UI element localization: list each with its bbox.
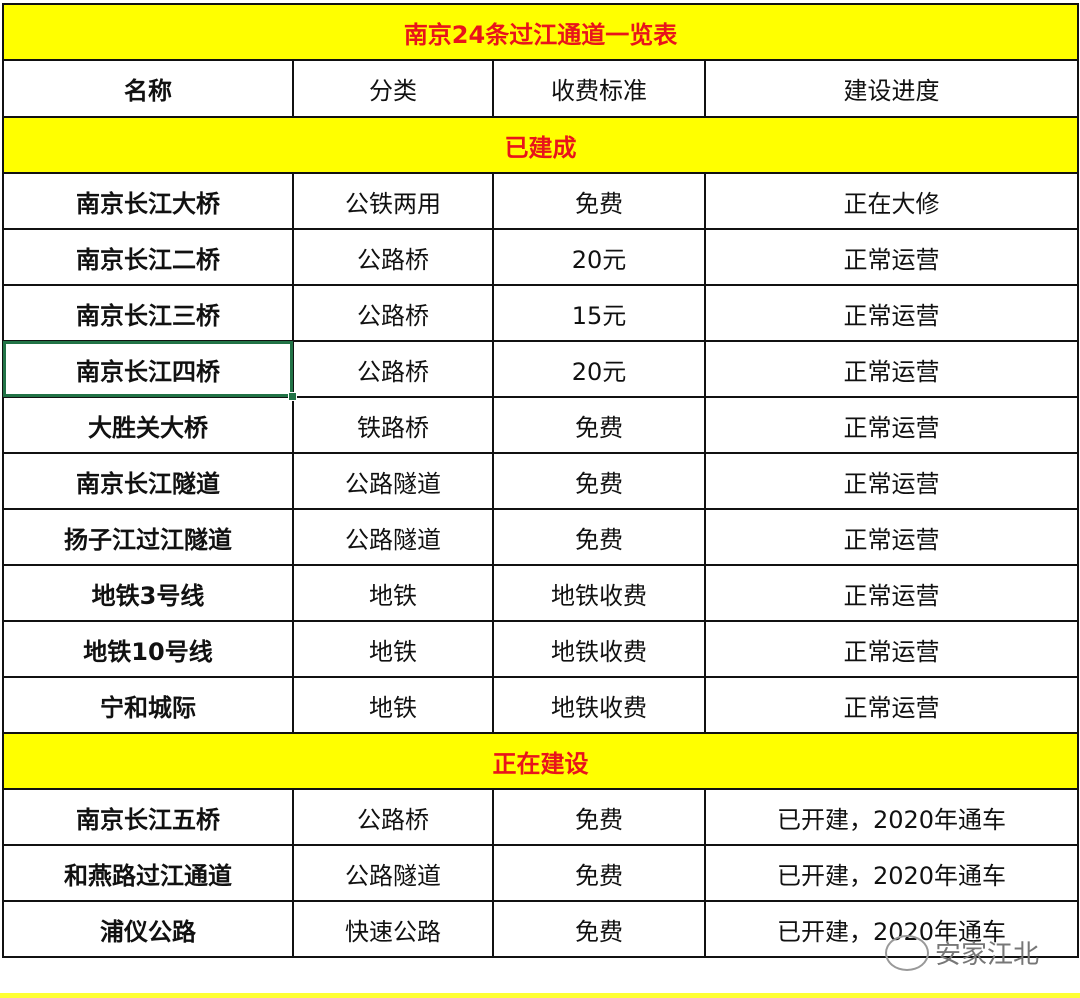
cell-fee[interactable]: 免费 xyxy=(492,396,706,454)
table-row: 南京长江四桥 公路桥 20元 正常运营 xyxy=(2,340,1080,401)
header-progress[interactable]: 建设进度 xyxy=(703,59,1080,118)
cell-fee[interactable]: 免费 xyxy=(492,844,706,902)
cell-progress[interactable]: 正常运营 xyxy=(703,396,1080,454)
cell-fee[interactable]: 地铁收费 xyxy=(492,620,706,678)
cell-name[interactable]: 地铁3号线 xyxy=(2,564,294,622)
cell-fee[interactable]: 地铁收费 xyxy=(492,564,706,622)
cell-progress[interactable]: 正常运营 xyxy=(703,340,1080,398)
cell-name[interactable]: 南京长江三桥 xyxy=(2,284,294,342)
cell-progress[interactable]: 正常运营 xyxy=(703,676,1080,734)
cell-fee[interactable]: 免费 xyxy=(492,508,706,566)
header-row: 名称 分类 收费标准 建设进度 xyxy=(2,59,1080,118)
cell-name[interactable]: 南京长江隧道 xyxy=(2,452,294,510)
cell-category[interactable]: 公路隧道 xyxy=(292,508,494,566)
table-row: 地铁10号线 地铁 地铁收费 正常运营 xyxy=(2,620,1080,678)
watermark: 安家江北 xyxy=(885,934,1039,971)
fill-handle[interactable] xyxy=(288,392,297,401)
cell-fee[interactable]: 免费 xyxy=(492,172,706,230)
cell-name[interactable]: 地铁10号线 xyxy=(2,620,294,678)
cell-fee[interactable]: 免费 xyxy=(492,788,706,846)
cell-progress[interactable]: 正常运营 xyxy=(703,564,1080,622)
cell-name[interactable]: 南京长江五桥 xyxy=(2,788,294,846)
cell-category[interactable]: 快速公路 xyxy=(292,900,494,958)
cell-category[interactable]: 地铁 xyxy=(292,676,494,734)
table-title: 南京24条过江通道一览表 xyxy=(1,3,1080,61)
section-label: 正在建设 xyxy=(1,732,1080,790)
table-row: 南京长江五桥 公路桥 免费 已开建，2020年通车 xyxy=(2,788,1080,846)
next-row-strip xyxy=(0,993,1080,998)
cell-progress[interactable]: 正常运营 xyxy=(703,284,1080,342)
table-row: 南京长江大桥 公铁两用 免费 正在大修 xyxy=(2,172,1080,230)
cell-name-selected[interactable]: 南京长江四桥 xyxy=(2,340,297,401)
cell-fee[interactable]: 免费 xyxy=(492,900,706,958)
cell-text: 南京长江四桥 xyxy=(76,357,220,386)
table-row: 大胜关大桥 铁路桥 免费 正常运营 xyxy=(2,396,1080,454)
cell-fee[interactable]: 20元 xyxy=(492,340,706,398)
cell-name[interactable]: 大胜关大桥 xyxy=(2,396,294,454)
cell-category[interactable]: 公路桥 xyxy=(292,284,494,342)
cell-name[interactable]: 南京长江大桥 xyxy=(2,172,294,230)
cell-progress[interactable]: 正常运营 xyxy=(703,452,1080,510)
cell-category[interactable]: 公铁两用 xyxy=(292,172,494,230)
cell-name[interactable]: 南京长江二桥 xyxy=(2,228,294,286)
crossings-table: 南京24条过江通道一览表 名称 分类 收费标准 建设进度 已建成 南京长江大桥 公铁… xyxy=(1,3,1080,958)
cell-progress[interactable]: 已开建，2020年通车 xyxy=(703,844,1080,902)
cell-category[interactable]: 地铁 xyxy=(292,564,494,622)
table-row: 宁和城际 地铁 地铁收费 正常运营 xyxy=(2,676,1080,734)
table-row: 南京长江二桥 公路桥 20元 正常运营 xyxy=(2,228,1080,286)
cell-category[interactable]: 公路桥 xyxy=(292,788,494,846)
cell-progress[interactable]: 正在大修 xyxy=(703,172,1080,230)
cell-progress[interactable]: 正常运营 xyxy=(703,620,1080,678)
cell-fee[interactable]: 15元 xyxy=(492,284,706,342)
cell-progress[interactable]: 正常运营 xyxy=(703,228,1080,286)
cell-name[interactable]: 扬子江过江隧道 xyxy=(2,508,294,566)
cell-progress[interactable]: 已开建，2020年通车 xyxy=(703,788,1080,846)
cell-category[interactable]: 公路隧道 xyxy=(292,452,494,510)
cell-category[interactable]: 铁路桥 xyxy=(292,396,494,454)
table-row: 南京长江三桥 公路桥 15元 正常运营 xyxy=(2,284,1080,342)
table-row: 地铁3号线 地铁 地铁收费 正常运营 xyxy=(2,564,1080,622)
table-row: 扬子江过江隧道 公路隧道 免费 正常运营 xyxy=(2,508,1080,566)
cell-category[interactable]: 公路隧道 xyxy=(292,844,494,902)
cell-category[interactable]: 公路桥 xyxy=(292,228,494,286)
cell-category[interactable]: 地铁 xyxy=(292,620,494,678)
watermark-text: 安家江北 xyxy=(935,940,1040,970)
table-row: 和燕路过江通道 公路隧道 免费 已开建，2020年通车 xyxy=(2,844,1080,902)
header-fee[interactable]: 收费标准 xyxy=(492,59,706,118)
cell-name[interactable]: 宁和城际 xyxy=(2,676,294,734)
cell-fee[interactable]: 地铁收费 xyxy=(492,676,706,734)
section-row: 正在建设 xyxy=(1,732,1080,790)
cell-name[interactable]: 和燕路过江通道 xyxy=(2,844,294,902)
cell-progress[interactable]: 正常运营 xyxy=(703,508,1080,566)
title-row: 南京24条过江通道一览表 xyxy=(1,3,1080,61)
header-category[interactable]: 分类 xyxy=(292,59,494,118)
table-row: 南京长江隧道 公路隧道 免费 正常运营 xyxy=(2,452,1080,510)
section-row: 已建成 xyxy=(1,116,1080,174)
cell-fee[interactable]: 20元 xyxy=(492,228,706,286)
cell-name[interactable]: 浦仪公路 xyxy=(2,900,294,958)
cell-category[interactable]: 公路桥 xyxy=(292,340,494,398)
header-name[interactable]: 名称 xyxy=(2,59,294,118)
section-label: 已建成 xyxy=(1,116,1080,174)
wechat-icon xyxy=(885,934,929,971)
cell-fee[interactable]: 免费 xyxy=(492,452,706,510)
